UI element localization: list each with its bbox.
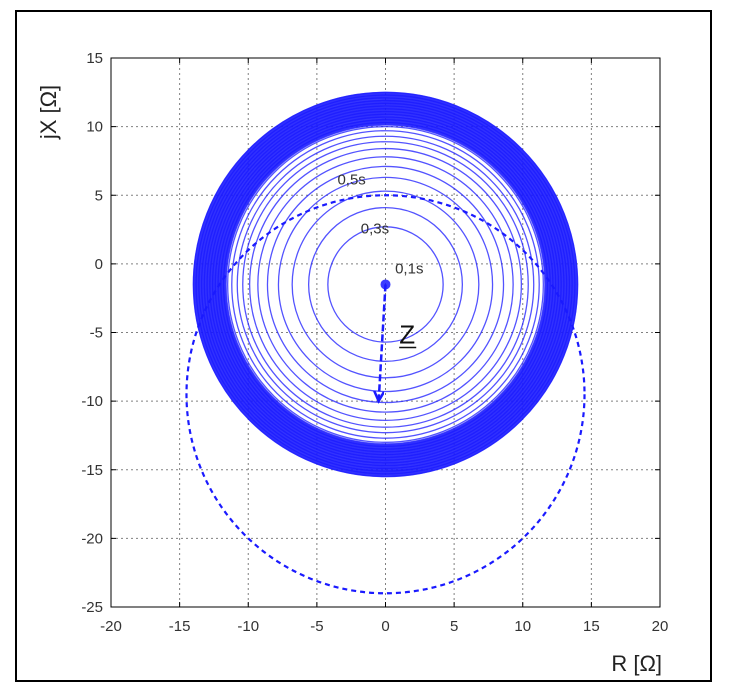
time-annotation: 0,1s [395, 260, 423, 277]
time-annotation: 0,5s [337, 171, 365, 188]
impedance-arrow [379, 284, 387, 401]
y-axis-label: jX [Ω] [36, 85, 61, 140]
x-tick-label: -10 [237, 618, 259, 635]
trajectory-circle [307, 206, 464, 362]
trajectory-circle [192, 91, 579, 478]
trajectory-circle [211, 110, 560, 459]
trajectory-circle [327, 226, 444, 343]
x-tick-label: 10 [514, 618, 531, 635]
trajectory-circle [291, 190, 480, 379]
x-tick-label: -20 [100, 618, 122, 635]
trajectory-circle [266, 165, 505, 404]
y-tick-label: -10 [81, 393, 103, 410]
y-tick-label: -15 [81, 462, 103, 479]
trajectory-circle [198, 97, 573, 472]
trajectory-circle [217, 116, 554, 453]
x-tick-label: -5 [310, 618, 323, 635]
trajectory-circle [200, 99, 571, 470]
trajectory-circle [227, 125, 544, 443]
dashed-characteristic-circle [185, 194, 586, 595]
trajectory-circle [206, 105, 565, 464]
x-tick-label: 0 [381, 618, 389, 635]
x-tick-label: 5 [450, 618, 458, 635]
y-tick-label: -20 [81, 530, 103, 547]
x-axis-label: R [Ω] [611, 651, 662, 676]
y-tick-label: -5 [90, 325, 103, 342]
plot-area-border [110, 57, 661, 608]
trajectory-circle [277, 176, 494, 393]
trajectory-circle [222, 121, 549, 448]
x-tick-label: -15 [169, 618, 191, 635]
grid-lines [111, 58, 660, 607]
x-tick-label: 15 [583, 618, 600, 635]
trajectory-circle [209, 108, 562, 461]
trajectory-circle [257, 156, 514, 413]
axes: -20 -15 -10 -5 0 5 10 15 20 15 10 5 0 -5 -10 -15 -20 -25 [81, 50, 668, 635]
annotations: Z 0,5s 0,3s 0,1s [337, 171, 423, 401]
arrow-label-z: Z [399, 319, 415, 349]
trajectory-circle [195, 94, 576, 475]
trajectory-circle [203, 102, 568, 467]
x-tick-label: 20 [652, 618, 669, 635]
y-tick-label: -25 [81, 599, 103, 616]
y-tick-label: 15 [86, 50, 103, 67]
y-tick-label: 10 [86, 119, 103, 136]
data-series [185, 91, 586, 595]
time-annotation: 0,3s [361, 221, 389, 238]
trajectory-circle [248, 147, 523, 421]
trajectory-circle [236, 135, 535, 434]
trajectory-circle [242, 141, 529, 428]
trajectory-circle [231, 130, 540, 439]
trajectory-circle [214, 113, 557, 456]
y-tick-label: 5 [95, 187, 103, 204]
y-tick-label: 0 [95, 256, 103, 273]
